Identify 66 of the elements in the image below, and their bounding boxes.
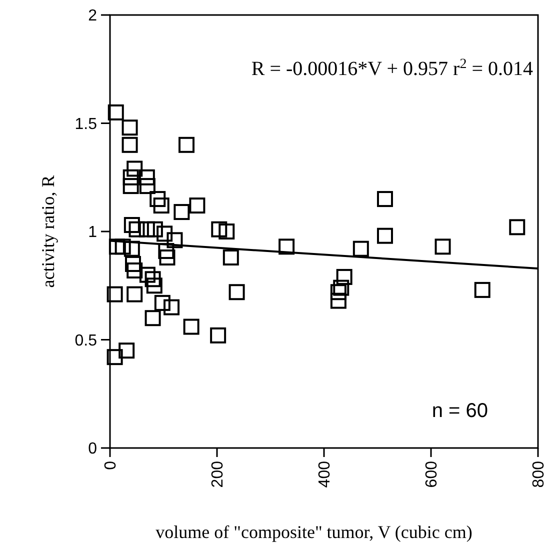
point [228, 284, 245, 300]
x-tick-label: 400 [316, 460, 334, 488]
point [128, 221, 145, 238]
point [139, 266, 156, 283]
point [126, 262, 143, 278]
point [158, 242, 174, 259]
point [178, 136, 195, 153]
point [156, 226, 173, 242]
point [138, 169, 155, 186]
point [183, 318, 200, 335]
point [352, 240, 369, 257]
point [278, 238, 295, 255]
x-tick-label: 800 [530, 460, 548, 488]
point [126, 160, 143, 177]
point [166, 232, 183, 248]
y-tick-label: 2 [88, 8, 98, 25]
point [124, 240, 140, 257]
point [509, 219, 526, 236]
point [122, 178, 139, 194]
point [114, 238, 131, 255]
point [146, 221, 163, 238]
point [222, 249, 239, 266]
annotation: n = 60 [432, 400, 488, 422]
point [138, 221, 155, 238]
point [144, 271, 161, 288]
point [144, 310, 161, 326]
point [118, 342, 135, 359]
point [106, 286, 123, 302]
point [108, 104, 124, 120]
point [159, 249, 176, 266]
point [153, 198, 170, 214]
point [146, 278, 162, 294]
point [218, 224, 235, 240]
point [139, 178, 156, 194]
x-tick-label: 600 [424, 460, 441, 488]
point [211, 221, 228, 238]
point [150, 191, 166, 208]
y-tick-label: 1.5 [74, 116, 98, 133]
y-tick-label: 1 [88, 224, 98, 242]
point [106, 349, 123, 366]
point [434, 238, 451, 255]
point [330, 292, 346, 309]
point [122, 136, 138, 153]
x-tick-label: 200 [210, 460, 227, 488]
point [124, 217, 140, 234]
annotation: R = -0.00016*V + 0.957 r$^{2}$ = 0.014 [251, 56, 533, 80]
point [126, 286, 143, 302]
point [122, 120, 138, 136]
x-tick-label: 0 [102, 460, 120, 470]
point [474, 282, 490, 298]
y-tick-label: 0 [88, 440, 98, 458]
point [330, 284, 346, 300]
point [333, 280, 350, 296]
x-axis-title: volume of "composite" tumor, V (cubic cm) [156, 522, 472, 542]
point [210, 327, 226, 344]
point [125, 256, 142, 272]
point [376, 191, 393, 208]
point [122, 169, 139, 186]
y-tick-label: 0.5 [74, 332, 98, 350]
point [154, 294, 170, 311]
point [189, 198, 206, 214]
y-axis-title: activity ratio, R [38, 175, 58, 288]
point [336, 268, 352, 285]
point [164, 299, 180, 316]
point [174, 204, 190, 220]
point [376, 228, 393, 244]
